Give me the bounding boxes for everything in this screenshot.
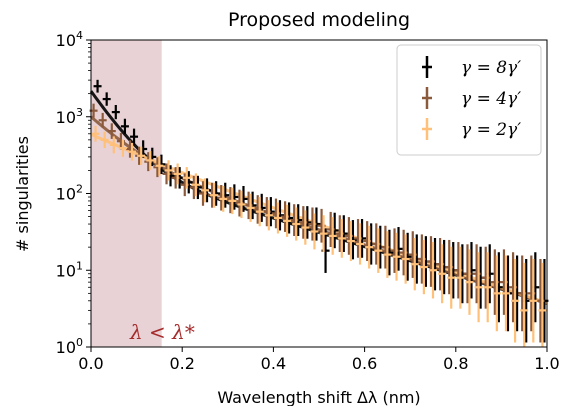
y-tick-label: 101	[56, 259, 83, 280]
legend-label: γ = 8γ′	[461, 58, 521, 78]
region-label: λ < λ*	[129, 320, 195, 344]
y-axis-label: # singularities	[13, 136, 32, 252]
x-tick-label: 0.4	[261, 354, 286, 373]
y-tick-label: 102	[56, 183, 83, 204]
legend-label: γ = 4γ′	[461, 89, 521, 109]
legend-box	[396, 44, 542, 156]
shaded-region	[91, 40, 162, 347]
legend: γ = 8γ′ γ = 4γ′ γ = 2γ′	[396, 44, 542, 156]
x-tick-label: 0.6	[352, 354, 377, 373]
data-marks	[89, 79, 549, 347]
x-tick-label: 0.0	[78, 354, 103, 373]
x-tick-label: 1.0	[534, 354, 559, 373]
chart-title: Proposed modeling	[228, 9, 410, 31]
x-ticks: 0.0 0.2 0.4 0.6 0.8 1.0	[78, 347, 560, 373]
x-axis-label: Wavelength shift Δλ (nm)	[217, 388, 420, 406]
y-ticks: 100 101 102 103 104	[56, 29, 91, 357]
legend-label: γ = 2γ′	[461, 120, 521, 140]
y-tick-label: 103	[56, 106, 83, 127]
y-tick-label: 100	[56, 336, 83, 357]
x-tick-label: 0.2	[169, 354, 194, 373]
x-tick-label: 0.8	[443, 354, 468, 373]
y-tick-label: 104	[56, 29, 83, 50]
